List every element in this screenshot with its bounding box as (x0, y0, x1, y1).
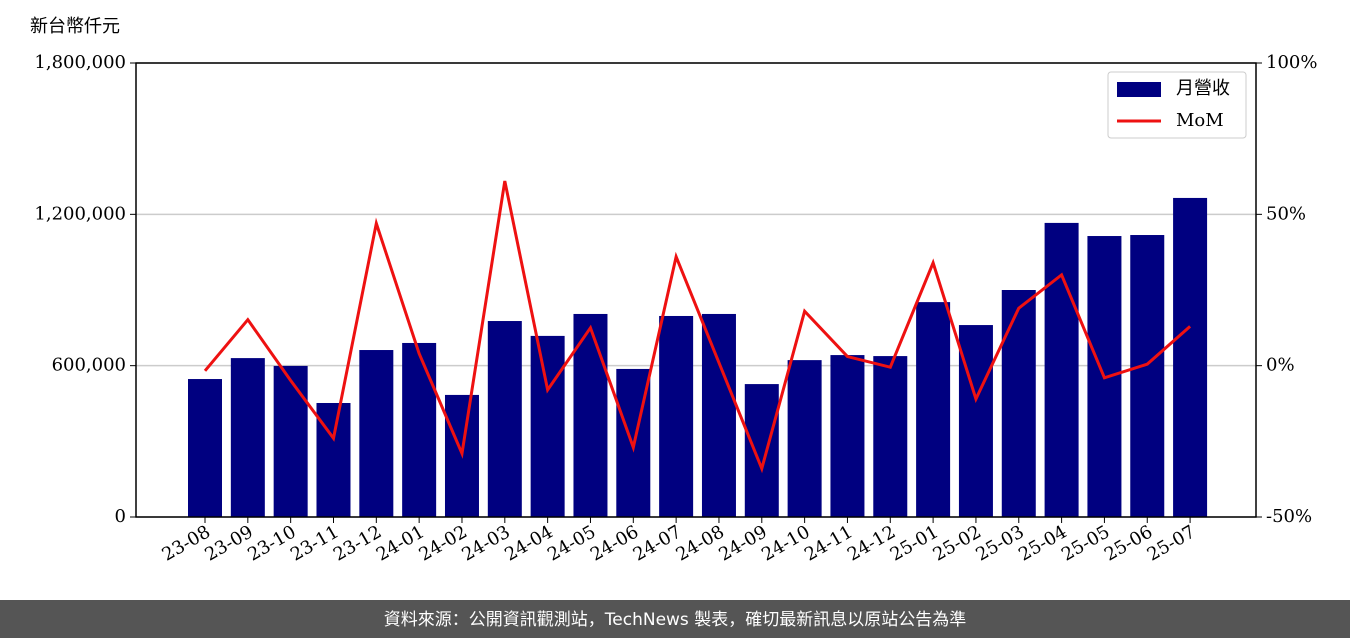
bar (359, 350, 394, 517)
bar (958, 325, 993, 517)
bar (273, 365, 308, 517)
bar (230, 358, 265, 517)
line (203, 180, 1192, 474)
bar (402, 342, 437, 517)
source: 資料來源：公開資訊觀測站，TechNews 製表，確切最新訊息以原站公告為準 (384, 610, 966, 630)
bar (916, 302, 951, 517)
y-tick-label: 600,000 (52, 355, 126, 376)
y2-tick-label: 50% (1266, 203, 1306, 224)
bar (1130, 235, 1165, 517)
y-tick-label: 1,800,000 (34, 52, 126, 73)
bar (701, 313, 736, 517)
bar (830, 355, 865, 517)
bar (188, 379, 222, 517)
y-tick-label: 1,200,000 (34, 203, 126, 224)
legend-label: 月營收 (1176, 78, 1230, 99)
bar (1173, 197, 1208, 517)
bar (530, 335, 565, 517)
bar (744, 384, 779, 517)
bar (573, 313, 608, 517)
plot-frame (135, 62, 1257, 518)
bar (1001, 290, 1036, 517)
bar (873, 356, 908, 517)
y-axis-label: 新台幣仟元 (30, 16, 120, 37)
y-tick-label: 0 (115, 506, 126, 527)
y2-tick-label: -50% (1266, 506, 1312, 527)
bar (787, 360, 822, 517)
legend-swatch (1117, 82, 1161, 97)
legend: 月營收 MoM (1107, 71, 1247, 139)
bar (659, 315, 694, 517)
footer (0, 600, 1350, 638)
legend-label: MoM (1176, 110, 1224, 131)
y2-tick-label: 100% (1266, 52, 1317, 73)
bar (487, 321, 522, 517)
bar (1044, 222, 1079, 518)
y2-tick-label: 0% (1266, 355, 1295, 376)
